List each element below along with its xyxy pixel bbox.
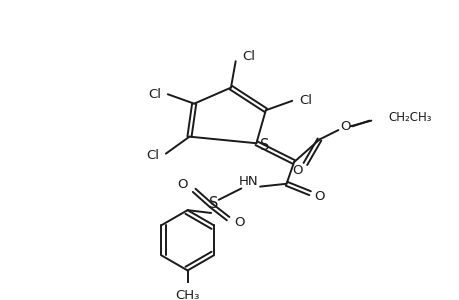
Text: O: O bbox=[340, 120, 350, 133]
Text: Cl: Cl bbox=[148, 88, 161, 101]
Text: O: O bbox=[292, 164, 302, 177]
Text: Cl: Cl bbox=[242, 50, 255, 63]
Text: HN: HN bbox=[239, 176, 258, 188]
Text: O: O bbox=[177, 178, 188, 191]
Text: CH₂CH₃: CH₂CH₃ bbox=[387, 111, 431, 124]
Text: O: O bbox=[234, 216, 244, 229]
Text: O: O bbox=[313, 190, 324, 202]
Text: CH₃: CH₃ bbox=[175, 290, 199, 300]
Text: S: S bbox=[260, 138, 269, 153]
Text: Cl: Cl bbox=[146, 149, 159, 162]
Text: S: S bbox=[209, 196, 218, 211]
Text: Cl: Cl bbox=[298, 94, 311, 107]
